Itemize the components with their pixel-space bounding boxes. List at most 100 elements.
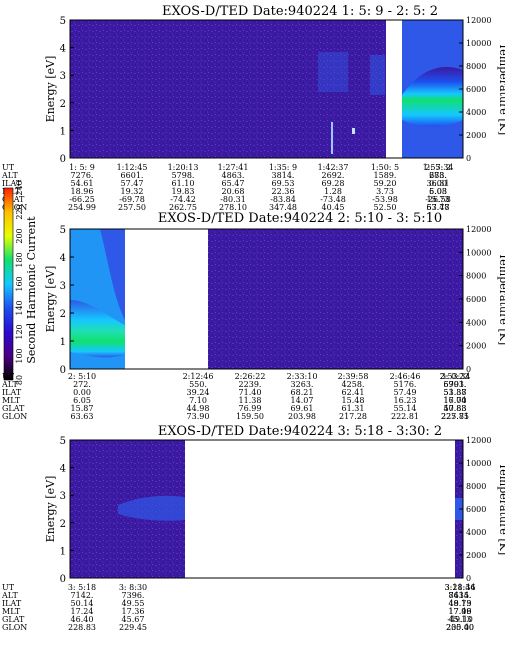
y2-tick-label: 2000: [466, 342, 486, 351]
table-row-label: ALT: [1, 591, 18, 600]
colorbar-tick-label: 180: [15, 252, 24, 267]
table-cell: 8434.: [449, 591, 472, 600]
panel-1-blue-patch-2: [370, 55, 385, 95]
table-cell: 17.99: [449, 607, 472, 616]
y2-tick-label: 6000: [466, 505, 486, 514]
y-tick-label: 0: [60, 365, 66, 376]
colorbar-label: Second Harmonic Current: [25, 216, 38, 364]
table-cell: 15.87: [71, 404, 94, 413]
table-cell: 229.45: [119, 623, 147, 632]
table-cell: 228.83: [68, 623, 96, 632]
table-cell: 273.: [429, 171, 447, 180]
y2-tick-label: 2000: [466, 551, 486, 560]
y2-tick-label: 4000: [466, 528, 486, 537]
table-cell: 50.83: [444, 404, 467, 413]
table-cell: 257.50: [118, 203, 146, 212]
table-cell: 54.61: [71, 179, 94, 188]
y2-tick-label: 12000: [466, 436, 491, 445]
panel-3-y2-ticks: 0 2000 4000 6000 8000 10000 12000: [459, 436, 491, 583]
y2-tick-label: 4000: [466, 108, 486, 117]
table-cell: -26.58: [425, 195, 451, 204]
table-row-label: GLON: [2, 623, 27, 632]
table-cell: 76.99: [239, 404, 262, 413]
table-row-label: ALT: [1, 380, 18, 389]
table-row-label: ILAT: [2, 388, 22, 397]
table-cell: 17.04: [444, 396, 467, 405]
table-cell: 68.21: [291, 388, 314, 397]
table-cell: 6.03: [429, 187, 447, 196]
table-row-label: GLAT: [2, 615, 25, 624]
y-tick-label: 2: [60, 309, 66, 320]
table-cell: 65.47: [222, 179, 245, 188]
y2-tick-label: 0: [466, 154, 471, 163]
colorbar-tick-label: 200: [15, 228, 24, 243]
table-cell: 50.14: [71, 599, 94, 608]
panel-2-y2-ticks: 0 2000 4000 6000 8000 10000 12000: [459, 225, 491, 374]
table-cell: 11.38: [239, 396, 262, 405]
table-cell: 51.38: [444, 388, 467, 397]
table-cell: 49.55: [122, 599, 145, 608]
table-row-label: MLT: [2, 607, 21, 616]
table-cell: 57.49: [394, 388, 417, 397]
y-tick-label: 5: [60, 436, 66, 447]
table-cell: 203.98: [288, 412, 316, 421]
colorbar-tick-label: 80: [15, 375, 24, 385]
table-cell: 550.: [189, 380, 207, 389]
panel-2-y-ticks: 0 1 2 3 4 5: [60, 225, 74, 376]
table-row-label: UT: [2, 163, 15, 172]
table-cell: 55.14: [394, 404, 417, 413]
table-cell: 5176.: [394, 380, 417, 389]
table-cell: 3:28:46: [445, 583, 476, 592]
table-cell: 7142.: [71, 591, 94, 600]
table-cell: 5.08: [429, 187, 447, 196]
table-cell: 1.28: [324, 187, 342, 196]
panel-1-spike-2: [352, 128, 355, 134]
table-cell: 2:46:46: [390, 372, 421, 381]
table-cell: 159.50: [236, 412, 264, 421]
panel-1-y-ticks: 0 1 2 3 4 5: [60, 16, 74, 165]
y2-tick-label: 12000: [466, 16, 491, 25]
table-cell: 61.10: [172, 179, 195, 188]
table-cell: 17.36: [122, 607, 145, 616]
table-cell: 227.75: [441, 412, 469, 421]
table-cell: 222.81: [391, 412, 419, 421]
panel-3-blue-patch: [118, 495, 185, 521]
table-cell: -66.25: [69, 195, 95, 204]
y-tick-label: 1: [60, 337, 66, 348]
y-tick-label: 2: [60, 519, 66, 530]
table-cell: 1:42:37: [318, 163, 349, 172]
table-row-label: MLT: [2, 396, 21, 405]
table-cell: 46.40: [71, 615, 94, 624]
table-cell: 1:57:34: [423, 163, 454, 172]
table-cell: 39.24: [187, 388, 210, 397]
y2-tick-label: 10000: [466, 248, 491, 257]
table-cell: 57.47: [121, 179, 144, 188]
panel-3-title: EXOS-D/TED Date:940224 3: 5:18 - 3:30: 2: [158, 424, 442, 439]
table-cell: 2:33:10: [287, 372, 318, 381]
y-tick-label: 5: [60, 225, 66, 236]
table-cell: 3: 5:18: [68, 583, 96, 592]
table-cell: 36.31: [427, 179, 450, 188]
table-cell: 7615.: [449, 591, 472, 600]
table-cell: 71.40: [239, 388, 262, 397]
table-cell: 2:12:46: [183, 372, 214, 381]
panel-2-y2label: Temperature [K]: [497, 253, 505, 345]
table-cell: 14.07: [291, 396, 314, 405]
table-cell: 3263.: [291, 380, 314, 389]
panel-2-title: EXOS-D/TED Date:940224 2: 5:10 - 3: 5:10: [158, 211, 442, 226]
panel-2-ylabel: Energy [eV]: [44, 266, 57, 333]
y2-tick-label: 10000: [466, 39, 491, 48]
table-cell: 4863.: [222, 171, 245, 180]
y-tick-label: 3: [60, 281, 66, 292]
table-cell: -49.10: [447, 615, 473, 624]
y-tick-label: 2: [60, 99, 66, 110]
table-cell: 230.00: [446, 623, 474, 632]
colorbar-tick-label: 220: [15, 204, 24, 219]
table-cell: 15.73: [427, 195, 450, 204]
table-cell: 22.36: [272, 187, 295, 196]
table-cell: 7396.: [122, 591, 145, 600]
table-cell: 45.67: [122, 615, 145, 624]
colorbar-tick-label: 160: [15, 276, 24, 291]
y-tick-label: 0: [60, 574, 66, 585]
y-tick-label: 4: [60, 464, 66, 475]
